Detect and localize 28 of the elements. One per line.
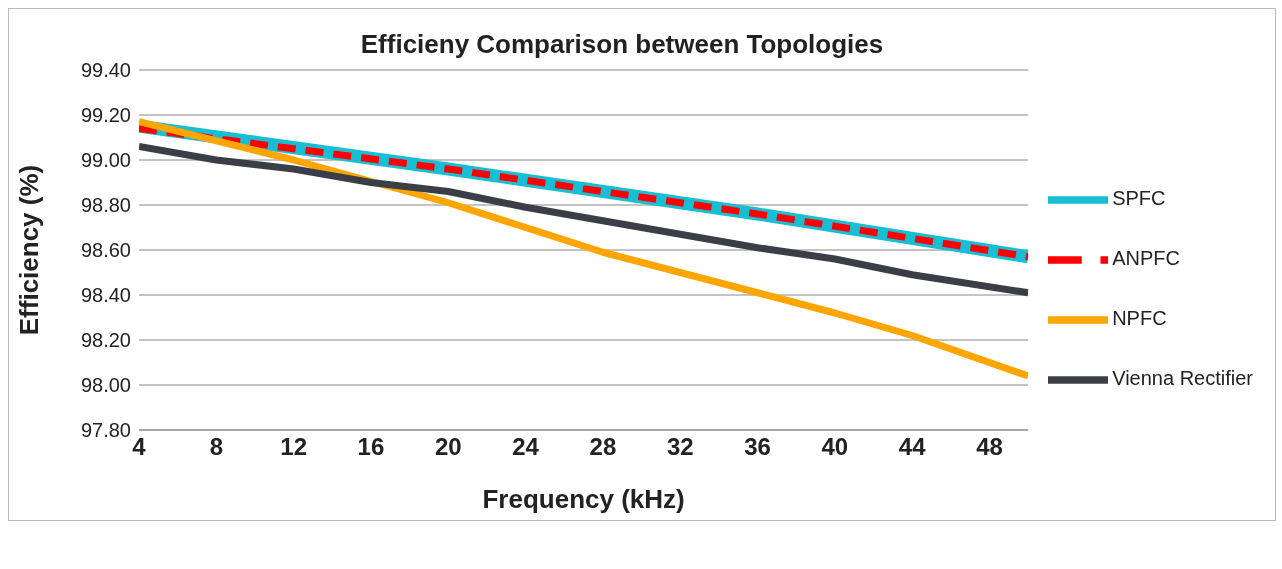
y-tick-label: 98.60 [80, 239, 131, 262]
legend-label: NPFC [1112, 307, 1167, 330]
x-tick-label: 12 [280, 433, 307, 461]
x-tick-label: 32 [666, 433, 694, 461]
chart-title: Efficieny Comparison between Topologies [359, 28, 885, 60]
y-tick-label: 98.20 [80, 329, 131, 352]
x-tick-label: 24 [512, 433, 540, 461]
y-tick-label: 99.40 [80, 59, 131, 82]
y-tick-label: 98.00 [80, 374, 131, 397]
y-tick-label: 99.20 [80, 104, 131, 127]
x-axis-title: Frequency (kHz) [482, 484, 685, 514]
y-tick-label: 98.80 [80, 194, 131, 217]
legend-label: Vienna Rectifier [1112, 367, 1253, 390]
x-tick-label: 16 [357, 433, 385, 461]
x-tick-label: 20 [434, 433, 462, 461]
x-tick-label: 36 [744, 433, 771, 461]
x-tick-label: 48 [976, 433, 1003, 461]
legend-label: ANPFC [1112, 247, 1180, 270]
legend-label: SPFC [1112, 187, 1166, 210]
x-tick-label: 28 [589, 433, 617, 461]
x-tick-label: 4 [132, 433, 147, 461]
y-axis-title: Efficiency (%) [14, 164, 45, 336]
y-tick-label: 97.80 [80, 419, 131, 442]
x-tick-label: 8 [209, 433, 223, 461]
y-tick-label: 99.00 [80, 149, 131, 172]
x-tick-label: 40 [821, 433, 849, 461]
y-tick-label: 98.40 [80, 284, 131, 307]
x-tick-label: 44 [898, 433, 927, 461]
